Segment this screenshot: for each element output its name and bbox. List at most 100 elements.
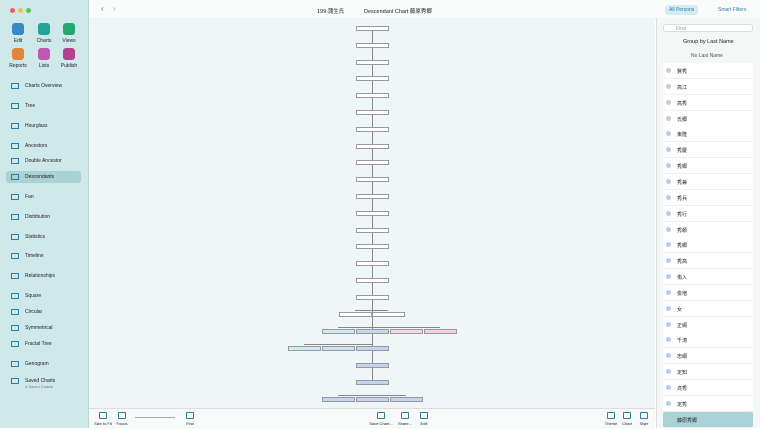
person-box[interactable] <box>356 126 389 132</box>
item-icon[interactable] <box>11 83 19 89</box>
sidebar-item[interactable]: Distribution <box>25 214 51 220</box>
toolbar-icon[interactable] <box>401 412 409 419</box>
sidebar-item[interactable]: Hourglass <box>25 123 48 129</box>
person-row[interactable]: 女 <box>663 300 753 317</box>
person-name[interactable]: 秀頼 <box>677 227 688 234</box>
person-box[interactable] <box>356 278 389 283</box>
item-icon[interactable] <box>11 378 19 384</box>
item-icon[interactable] <box>11 309 19 315</box>
person-name[interactable]: 氏郷 <box>677 116 688 123</box>
close-button[interactable] <box>10 8 15 13</box>
smart-filters-tab[interactable]: Smart Filters <box>718 7 747 13</box>
sidebar-item[interactable]: Circular <box>25 309 43 315</box>
person-row[interactable]: 賢秀 <box>663 63 753 79</box>
person-name[interactable]: 秀郷 <box>677 243 688 250</box>
person-name[interactable]: 秀行 <box>677 211 688 218</box>
item-icon[interactable] <box>11 174 19 180</box>
sidebar-item[interactable]: Fractal Tree <box>25 341 52 347</box>
person-name[interactable]: 定知 <box>677 370 688 377</box>
person-box[interactable] <box>322 397 355 402</box>
person-row[interactable]: 貞秀 <box>663 380 753 396</box>
person-box[interactable] <box>356 397 389 402</box>
person-box[interactable] <box>424 329 457 334</box>
sidebar-item[interactable]: Symmetrical <box>25 325 53 331</box>
person-box[interactable] <box>322 346 355 351</box>
person-box[interactable] <box>356 227 389 233</box>
person-name[interactable]: 正綱 <box>677 322 688 329</box>
person-box[interactable] <box>390 329 423 334</box>
person-row[interactable]: 定知 <box>663 364 753 381</box>
person-name[interactable]: 秀兼 <box>677 179 688 186</box>
person-name[interactable]: 秀郷 <box>677 164 688 171</box>
person-row[interactable]: 秀郷 <box>663 237 753 254</box>
person-name[interactable]: 忠綱 <box>677 354 688 361</box>
item-icon[interactable] <box>11 234 19 240</box>
forward-button[interactable]: › <box>113 4 116 13</box>
toolbar-icon[interactable] <box>607 412 615 419</box>
person-name[interactable]: 秀兵 <box>677 195 688 202</box>
toolbar-icon[interactable] <box>420 412 428 419</box>
person-box[interactable] <box>390 397 423 402</box>
item-icon[interactable] <box>11 158 19 164</box>
person-row[interactable]: 東隆 <box>663 126 753 143</box>
person-box[interactable] <box>356 363 389 368</box>
person-name[interactable]: 高秀 <box>677 100 688 107</box>
person-row[interactable]: 定秀 <box>663 395 753 412</box>
item-icon[interactable] <box>11 123 19 129</box>
toolbar-label[interactable]: Size to Fit <box>94 421 112 426</box>
person-row[interactable]: 秀郷 <box>663 158 753 175</box>
toolbar-icon[interactable] <box>377 412 385 419</box>
toolbar-icon[interactable] <box>640 412 648 419</box>
zoom-button[interactable] <box>26 8 31 13</box>
sidebar-item[interactable]: Descendants <box>25 174 55 180</box>
person-row[interactable]: 秀慶 <box>663 142 753 159</box>
person-name[interactable]: 秀高 <box>677 259 688 266</box>
mode-icon[interactable] <box>12 23 24 35</box>
person-box[interactable] <box>356 26 389 31</box>
sidebar-item[interactable]: Ancestors <box>25 143 48 149</box>
person-row[interactable]: 正綱 <box>663 316 753 333</box>
back-button[interactable]: ‹ <box>101 4 104 13</box>
person-box[interactable] <box>356 160 389 166</box>
zoom-slider[interactable] <box>135 417 175 418</box>
person-box[interactable] <box>356 346 389 351</box>
group-by-popup[interactable]: Group by Last Name <box>683 39 734 45</box>
person-row[interactable]: 秀頼 <box>663 221 753 238</box>
person-box[interactable] <box>339 312 372 317</box>
person-row[interactable]: 高秀 <box>663 94 753 111</box>
toolbar-label[interactable]: Theme <box>604 421 618 426</box>
person-row[interactable]: 秀兼 <box>663 173 753 190</box>
person-name[interactable]: 女 <box>677 306 683 313</box>
person-box[interactable] <box>356 76 389 82</box>
chart-canvas[interactable] <box>89 18 655 408</box>
sidebar-item[interactable]: Relationships <box>25 273 56 279</box>
toolbar-icon[interactable] <box>99 412 107 419</box>
person-box[interactable] <box>356 261 389 267</box>
item-icon[interactable] <box>11 325 19 331</box>
person-box[interactable] <box>356 177 389 183</box>
sidebar-item[interactable]: Double Ancestor <box>25 158 62 164</box>
toolbar-label[interactable]: Edit <box>420 421 428 426</box>
person-box[interactable] <box>356 244 389 250</box>
all-persons-tab[interactable]: All Persons <box>665 5 699 15</box>
item-icon[interactable] <box>11 103 19 109</box>
sidebar-item[interactable]: Square <box>25 293 42 299</box>
item-icon[interactable] <box>11 361 19 367</box>
toolbar-label[interactable]: Style <box>639 421 649 426</box>
person-box[interactable] <box>356 110 389 115</box>
person-box[interactable] <box>356 93 389 99</box>
item-icon[interactable] <box>11 143 19 149</box>
item-icon[interactable] <box>11 194 19 200</box>
sidebar-item[interactable]: Charts Overview <box>25 83 62 89</box>
person-name[interactable]: 賢秀 <box>677 69 688 75</box>
toolbar-label[interactable]: Find <box>186 421 194 426</box>
toolbar-icon[interactable] <box>186 412 194 419</box>
search-field[interactable]: Find <box>663 24 753 32</box>
person-box[interactable] <box>356 329 389 334</box>
sidebar-item[interactable]: Genogram <box>25 361 49 367</box>
person-row[interactable]: 千涛 <box>663 332 753 349</box>
person-box[interactable] <box>288 346 321 351</box>
person-name[interactable]: 俊増 <box>677 290 688 297</box>
person-box[interactable] <box>356 294 389 300</box>
mode-icon[interactable] <box>38 23 50 35</box>
